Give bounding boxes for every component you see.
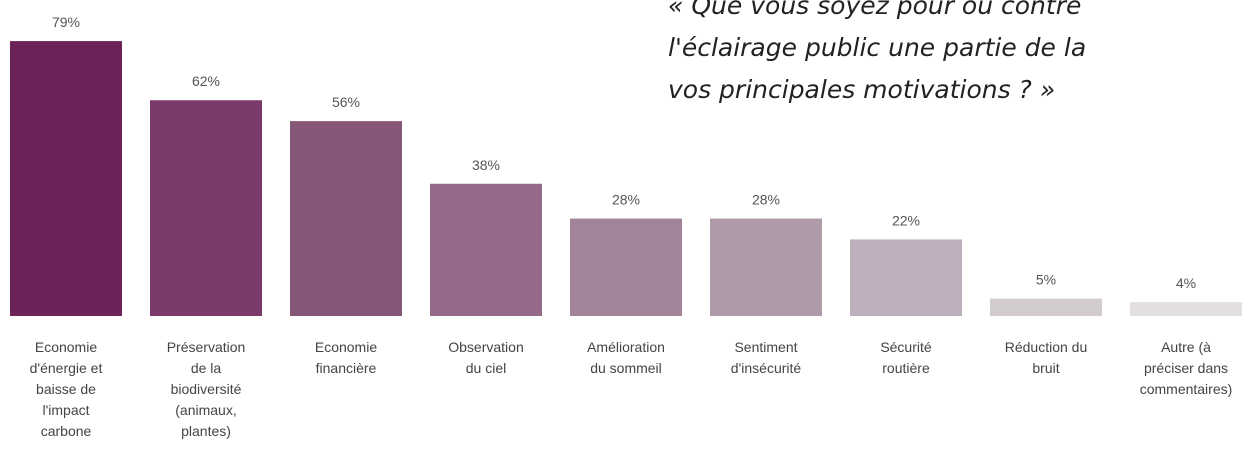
x-tick-label: Economie xyxy=(315,339,377,355)
value-label: 62% xyxy=(192,73,220,89)
x-tick-label: commentaires) xyxy=(1140,381,1233,397)
x-tick-label: du ciel xyxy=(466,360,506,376)
value-label: 5% xyxy=(1036,272,1056,288)
chart-title: l'éclairage public une partie de la xyxy=(668,33,1086,62)
value-label: 38% xyxy=(472,157,500,173)
x-tick-label: routière xyxy=(882,360,930,376)
value-label: 22% xyxy=(892,212,920,228)
x-tick-label: financière xyxy=(316,360,377,376)
value-label: 56% xyxy=(332,94,360,110)
x-tick-label: biodiversité xyxy=(171,381,242,397)
bar xyxy=(10,41,122,317)
bar xyxy=(570,218,682,316)
x-tick-label: baisse de xyxy=(36,381,96,397)
x-tick-label: Réduction du xyxy=(1005,339,1088,355)
value-label: 4% xyxy=(1176,275,1196,291)
bar xyxy=(1130,302,1242,316)
x-tick-label: Sentiment xyxy=(734,339,797,355)
value-label: 28% xyxy=(752,192,780,208)
chart-title: vos principales motivations ? » xyxy=(668,75,1055,104)
bar xyxy=(430,183,542,316)
x-tick-label: Amélioration xyxy=(587,339,665,355)
chart-title: « Que vous soyez pour ou contre xyxy=(668,0,1081,20)
x-tick-label: Sécurité xyxy=(880,339,932,355)
x-tick-label: de la xyxy=(191,360,222,376)
x-tick-label: l'impact xyxy=(42,402,89,418)
x-tick-label: plantes) xyxy=(181,423,231,439)
x-tick-label: préciser dans xyxy=(1144,360,1228,376)
x-tick-label: carbone xyxy=(41,423,92,439)
x-tick-label: d'énergie et xyxy=(30,360,103,376)
x-tick-label: Autre (à xyxy=(1161,339,1211,355)
x-tick-label: du sommeil xyxy=(590,360,662,376)
x-tick-label: Préservation xyxy=(167,339,246,355)
bar xyxy=(290,121,402,317)
bar xyxy=(990,298,1102,316)
bar xyxy=(710,218,822,316)
value-label: 28% xyxy=(612,192,640,208)
x-tick-label: bruit xyxy=(1032,360,1059,376)
x-tick-label: d'insécurité xyxy=(731,360,802,376)
x-tick-label: Economie xyxy=(35,339,97,355)
bar xyxy=(150,100,262,317)
bar xyxy=(850,239,962,316)
x-tick-label: Observation xyxy=(448,339,523,355)
x-tick-label: (animaux, xyxy=(175,402,236,418)
value-label: 79% xyxy=(52,14,80,30)
